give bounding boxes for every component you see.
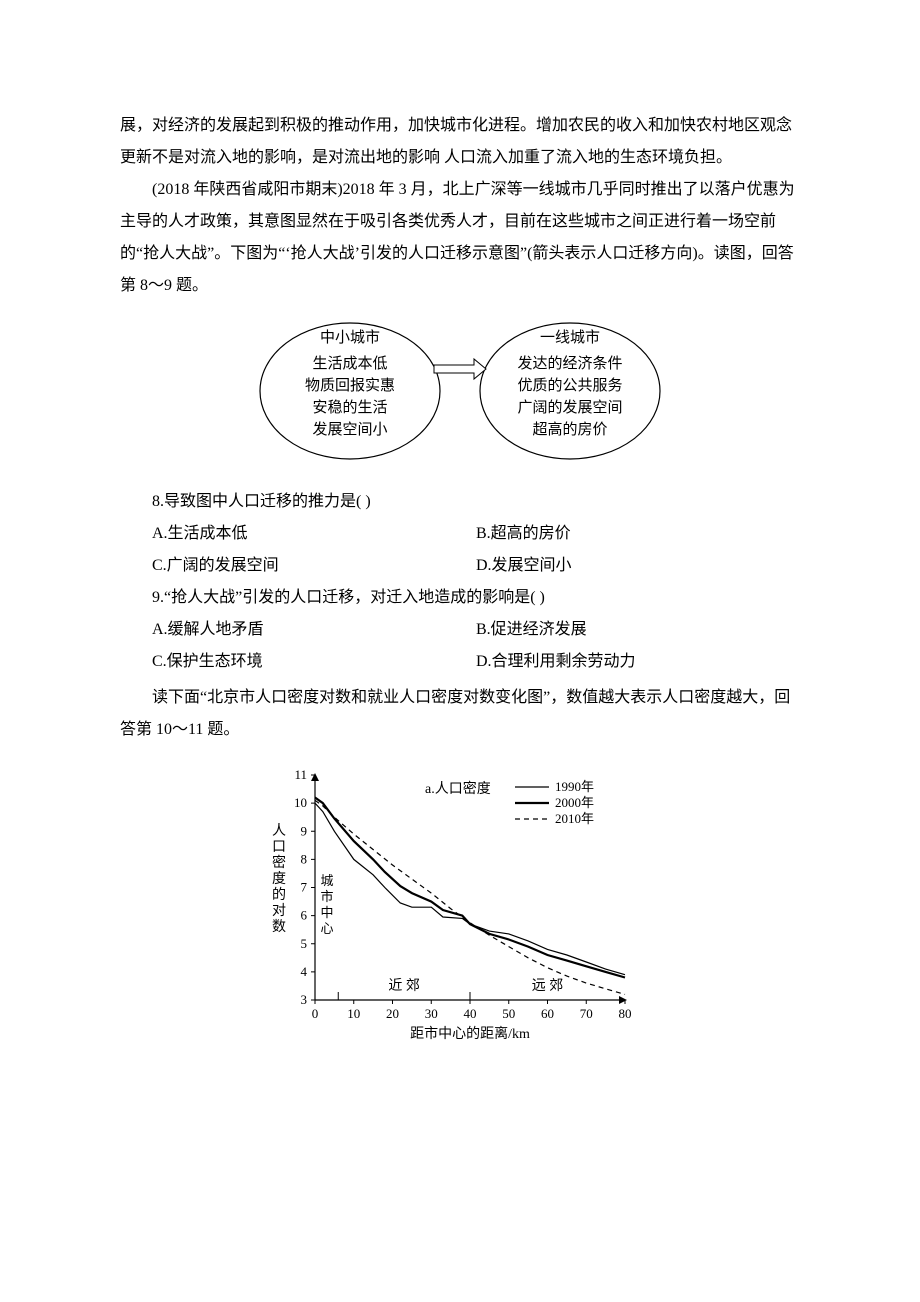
svg-text:近 郊: 近 郊	[388, 977, 420, 994]
svg-text:中小城市: 中小城市	[320, 329, 380, 346]
svg-text:数: 数	[272, 919, 286, 935]
svg-text:50: 50	[502, 1006, 515, 1021]
migration-diagram: 中小城市生活成本低物质回报实惠安稳的生活发展空间小 一线城市发达的经济条件优质的公…	[120, 316, 800, 478]
svg-text:中: 中	[320, 905, 333, 920]
q8-options-row2: C.广阔的发展空间 D.发展空间小	[120, 550, 800, 582]
svg-text:11: 11	[294, 767, 307, 782]
svg-text:发达的经济条件: 发达的经济条件	[517, 355, 622, 372]
exam-page: 展，对经济的发展起到积极的推动作用，加快城市化进程。增加农民的收入和加快农村地区…	[0, 0, 920, 1302]
svg-text:1990年: 1990年	[555, 779, 594, 794]
svg-text:6: 6	[301, 908, 308, 923]
svg-text:70: 70	[580, 1006, 593, 1021]
svg-text:广阔的发展空间: 广阔的发展空间	[517, 399, 622, 416]
q9-option-d: D.合理利用剩余劳动力	[476, 646, 800, 678]
svg-text:优质的公共服务: 优质的公共服务	[517, 377, 622, 394]
svg-text:城: 城	[320, 873, 333, 888]
q8-stem: 8.导致图中人口迁移的推力是( )	[120, 486, 800, 518]
svg-text:2000年: 2000年	[555, 795, 594, 810]
q8-option-d: D.发展空间小	[476, 550, 800, 582]
svg-text:一线城市: 一线城市	[540, 329, 600, 346]
svg-text:人: 人	[272, 823, 286, 839]
q8-options-row1: A.生活成本低 B.超高的房价	[120, 518, 800, 550]
svg-text:20: 20	[386, 1006, 399, 1021]
q8-option-a: A.生活成本低	[152, 518, 476, 550]
svg-text:30: 30	[425, 1006, 438, 1021]
svg-text:远 郊: 远 郊	[532, 977, 564, 994]
svg-text:超高的房价: 超高的房价	[532, 421, 607, 438]
svg-text:7: 7	[301, 880, 308, 895]
svg-text:5: 5	[301, 936, 308, 951]
svg-text:密: 密	[272, 854, 286, 871]
density-chart: 3456789101101020304050607080a.人口密度1990年2…	[120, 760, 800, 1072]
chart-intro: 读下面“北京市人口密度对数和就业人口密度对数变化图”，数值越大表示人口密度越大，…	[120, 682, 800, 746]
svg-text:9: 9	[301, 823, 308, 838]
q8-option-c: C.广阔的发展空间	[152, 550, 476, 582]
q9-option-b: B.促进经济发展	[476, 614, 800, 646]
svg-text:10: 10	[347, 1006, 360, 1021]
svg-text:2010年: 2010年	[555, 811, 594, 826]
svg-text:物质回报实惠: 物质回报实惠	[305, 377, 395, 394]
svg-text:40: 40	[464, 1006, 477, 1021]
svg-text:a.人口密度: a.人口密度	[425, 780, 491, 797]
q9-option-c: C.保护生态环境	[152, 646, 476, 678]
svg-text:距市中心的距离/km: 距市中心的距离/km	[410, 1025, 530, 1042]
svg-text:3: 3	[301, 992, 308, 1007]
svg-text:心: 心	[320, 921, 333, 936]
q9-option-a: A.缓解人地矛盾	[152, 614, 476, 646]
svg-text:口: 口	[272, 840, 286, 855]
svg-text:80: 80	[619, 1006, 632, 1021]
svg-text:4: 4	[301, 964, 308, 979]
q9-options-row1: A.缓解人地矛盾 B.促进经济发展	[120, 614, 800, 646]
q9-stem: 9.“抢人大战”引发的人口迁移，对迁入地造成的影响是( )	[120, 582, 800, 614]
svg-text:生活成本低: 生活成本低	[312, 355, 387, 372]
svg-text:0: 0	[312, 1006, 319, 1021]
svg-text:的: 的	[272, 887, 286, 903]
svg-text:8: 8	[301, 851, 308, 866]
context-paragraph: (2018 年陕西省咸阳市期末)2018 年 3 月，北上广深等一线城市几乎同时…	[120, 174, 800, 302]
svg-text:60: 60	[541, 1006, 554, 1021]
svg-text:发展空间小: 发展空间小	[312, 421, 387, 438]
intro-paragraph: 展，对经济的发展起到积极的推动作用，加快城市化进程。增加农民的收入和加快农村地区…	[120, 110, 800, 174]
svg-text:对: 对	[272, 903, 286, 919]
q9-options-row2: C.保护生态环境 D.合理利用剩余劳动力	[120, 646, 800, 678]
svg-text:度: 度	[272, 871, 286, 887]
svg-text:安稳的生活: 安稳的生活	[312, 399, 387, 416]
svg-text:10: 10	[294, 795, 307, 810]
q8-option-b: B.超高的房价	[476, 518, 800, 550]
svg-text:市: 市	[320, 889, 333, 904]
